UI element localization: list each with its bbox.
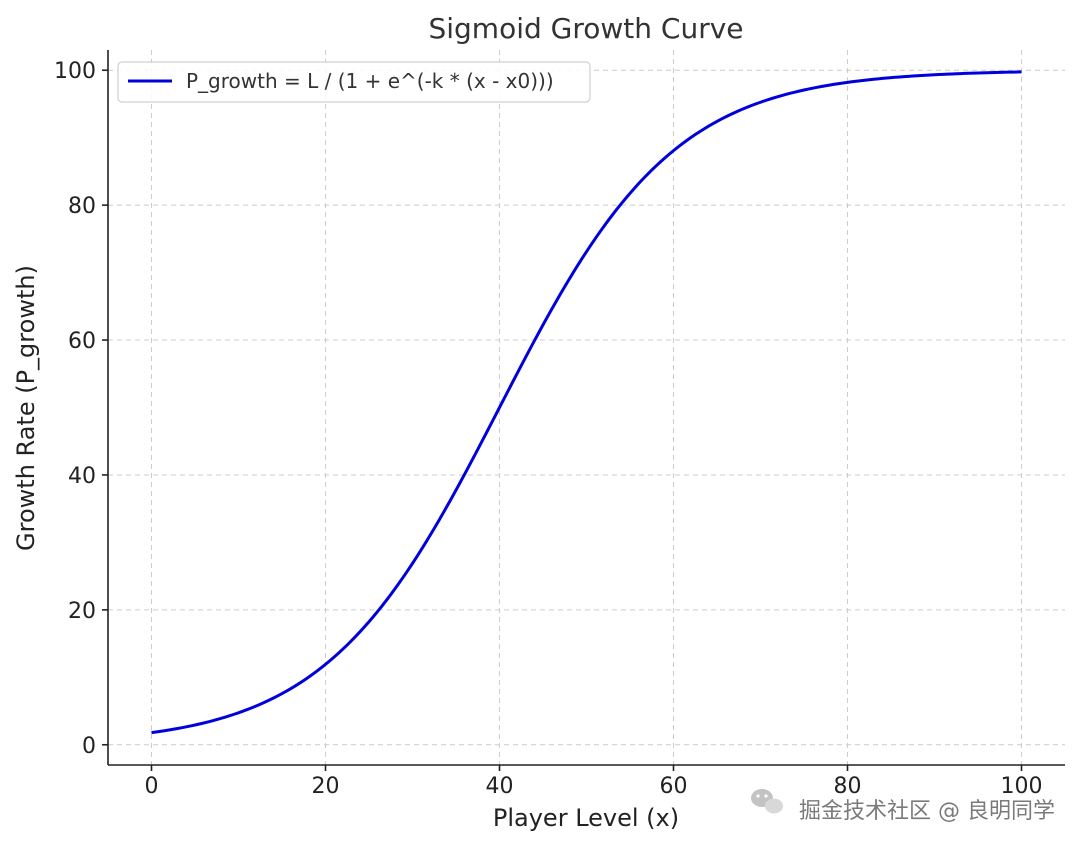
- x-ticks: 0 20 40 60 80 100: [145, 765, 1043, 799]
- wechat-icon: [751, 789, 783, 814]
- y-tick-label: 80: [68, 194, 96, 219]
- series-layer: [151, 70, 1022, 735]
- y-tick-label: 40: [68, 464, 96, 489]
- legend: P_growth = L / (1 + e^(-k * (x - x0))): [117, 61, 591, 103]
- chart-title: Sigmoid Growth Curve: [428, 12, 743, 45]
- x-tick-label: 20: [312, 774, 340, 799]
- y-tick-label: 60: [68, 329, 96, 354]
- legend-box: [117, 61, 591, 103]
- x-axis-label: Player Level (x): [493, 804, 679, 832]
- axes-frame: [107, 50, 1065, 766]
- y-ticks: 0 20 40 60 80 100: [54, 59, 108, 759]
- y-axis-label: Growth Rate (P_growth): [12, 265, 40, 551]
- y-tick-label: 20: [68, 599, 96, 624]
- x-tick-label: 100: [1001, 774, 1043, 799]
- x-tick-label: 0: [145, 774, 159, 799]
- x-tick-label: 60: [660, 774, 688, 799]
- series-line-0: [151, 70, 1022, 735]
- legend-label: P_growth = L / (1 + e^(-k * (x - x0))): [186, 69, 554, 93]
- x-tick-label: 40: [486, 774, 514, 799]
- x-tick-label: 80: [834, 774, 862, 799]
- watermark-text: 掘金技术社区 @ 良明同学: [799, 799, 1055, 824]
- watermark: 掘金技术社区 @ 良明同学: [751, 789, 1055, 824]
- y-tick-label: 100: [54, 59, 96, 84]
- grid: [108, 50, 1065, 765]
- y-tick-label: 0: [82, 734, 96, 759]
